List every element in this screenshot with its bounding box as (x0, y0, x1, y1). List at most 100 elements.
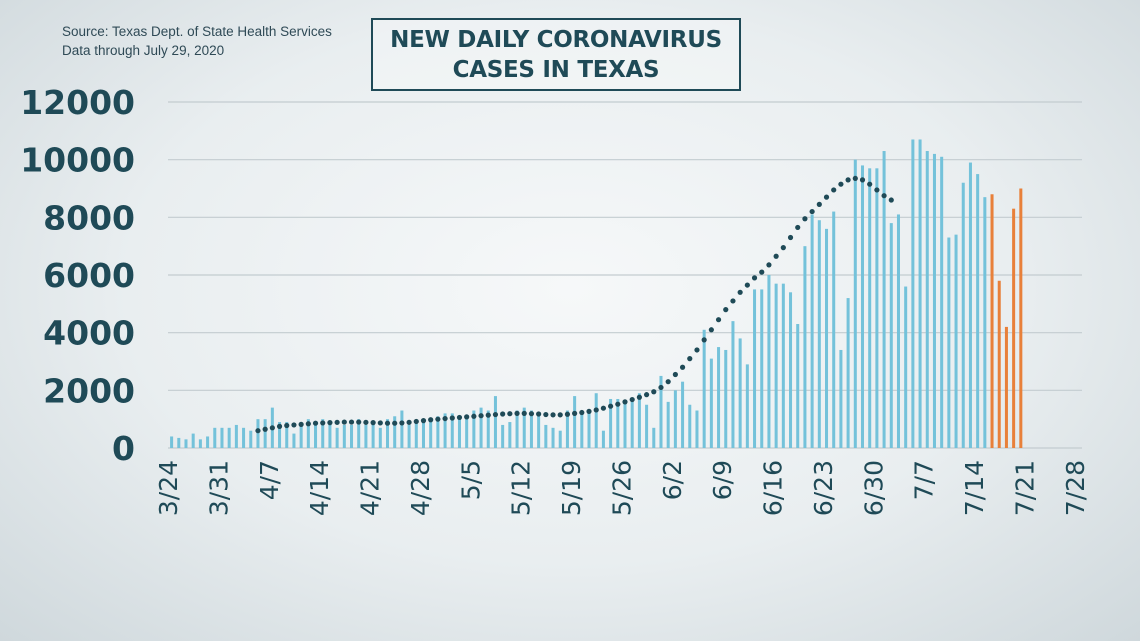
bar (896, 214, 900, 448)
bar (385, 419, 390, 448)
average-dot (500, 411, 506, 417)
average-dot (572, 410, 578, 416)
average-dot (615, 401, 621, 407)
average-dot (334, 419, 340, 425)
bar (378, 427, 382, 448)
bar (803, 246, 807, 448)
bar (997, 280, 1001, 448)
y-tick-label: 12000 (20, 83, 135, 122)
bar (868, 168, 872, 449)
average-dot (586, 408, 592, 414)
bar (767, 275, 771, 448)
bar (623, 401, 627, 448)
x-tick-label: 4/14 (305, 460, 334, 516)
average-dot (406, 419, 412, 425)
average-dot (608, 403, 614, 409)
average-dot (672, 371, 678, 378)
x-tick-label: 6/9 (708, 460, 737, 500)
average-dot (737, 289, 743, 295)
average-dot (478, 413, 484, 419)
bar (457, 419, 461, 448)
bar (465, 416, 469, 448)
average-dot (809, 208, 815, 215)
bar (558, 430, 562, 448)
average-dot (636, 394, 642, 400)
bar (983, 197, 987, 448)
bar (817, 220, 821, 448)
bar (249, 430, 253, 448)
bar (256, 419, 260, 448)
average-dot (852, 175, 858, 182)
bar (911, 139, 915, 448)
average-dot (579, 409, 585, 416)
x-tick-label: 3/24 (154, 460, 183, 516)
bar (932, 153, 936, 448)
bar (753, 289, 757, 448)
bar (681, 381, 685, 448)
bar (659, 375, 663, 448)
average-dot (766, 262, 772, 268)
bar (321, 419, 325, 448)
average-dot (557, 412, 563, 418)
x-tick-label: 5/19 (557, 460, 586, 516)
average-dot (622, 399, 628, 405)
average-dot (356, 419, 362, 425)
source-line: Source: Texas Dept. of State Health Serv… (62, 24, 332, 39)
bar (1019, 188, 1023, 448)
average-dot (348, 419, 355, 425)
y-axis-ticks: 0 2000 4000 6000 8000 10000 12000 (20, 83, 135, 468)
y-tick-label: 4000 (43, 314, 135, 353)
bar (170, 436, 174, 448)
average-dot (679, 364, 686, 370)
average-dot (377, 420, 383, 426)
bar (609, 398, 613, 448)
y-tick-label: 8000 (43, 198, 135, 237)
average-dot (298, 421, 304, 427)
average-dot (795, 224, 801, 231)
average-dot (320, 420, 326, 426)
average-dot (888, 197, 894, 203)
bar (947, 237, 951, 448)
average-dot (269, 425, 275, 431)
bar (940, 156, 944, 449)
bar (918, 139, 922, 448)
bar (213, 427, 217, 448)
average-dot (658, 384, 664, 391)
x-tick-label: 7/7 (910, 460, 939, 500)
bar (774, 283, 778, 448)
data-through-line: Data through July 29, 2020 (62, 43, 225, 58)
gridlines (168, 101, 1082, 449)
bar (443, 413, 447, 448)
bar (407, 424, 411, 448)
y-tick-label: 10000 (20, 141, 135, 180)
bar (760, 289, 764, 448)
bar (789, 292, 793, 448)
bar (825, 228, 829, 448)
x-tick-label: 7/14 (960, 460, 989, 516)
x-tick-label: 7/21 (1010, 460, 1039, 516)
bar (580, 413, 584, 448)
bar (220, 427, 224, 448)
average-dot (399, 420, 405, 426)
bar (421, 419, 425, 448)
bar (695, 410, 699, 448)
bar (645, 404, 649, 448)
x-tick-label: 5/26 (607, 460, 636, 516)
bar (493, 396, 497, 448)
bar (688, 404, 692, 448)
average-dot (528, 411, 535, 417)
bar (810, 214, 814, 448)
bar (429, 419, 433, 448)
average-dot (442, 415, 448, 422)
average-dot (262, 426, 268, 432)
bar (616, 398, 620, 448)
bar (860, 165, 865, 448)
average-dot (881, 193, 887, 199)
average-dot (341, 419, 347, 425)
bar (738, 338, 742, 448)
average-dot (838, 181, 844, 187)
average-dot (816, 201, 822, 207)
average-dot (420, 418, 427, 424)
bar (227, 427, 231, 448)
bar (630, 401, 634, 448)
